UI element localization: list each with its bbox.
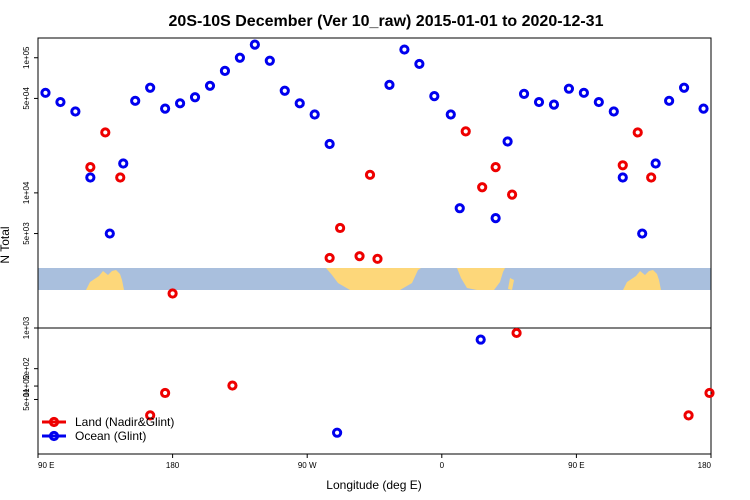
y-lower-tick-label: 1e+02 xyxy=(22,374,31,397)
point-land xyxy=(646,172,657,183)
point-ocean xyxy=(664,95,675,106)
point-land xyxy=(354,251,365,262)
data-points xyxy=(40,39,715,438)
map-land-americas xyxy=(326,268,421,290)
point-land xyxy=(227,380,238,391)
point-ocean xyxy=(637,228,648,239)
point-ocean xyxy=(399,44,410,55)
y-lower-tick-label: 5e+01 xyxy=(22,388,31,411)
point-ocean xyxy=(593,96,604,108)
point-ocean xyxy=(563,83,575,94)
point-ocean xyxy=(279,85,290,96)
point-land xyxy=(632,127,643,138)
legend-marker-land xyxy=(48,416,60,428)
x-tick-label: 0 xyxy=(440,461,445,470)
x-tick-label: 180 xyxy=(166,461,180,470)
x-tick-label: 90 E xyxy=(568,461,584,470)
point-ocean xyxy=(174,98,186,109)
point-land xyxy=(372,253,383,264)
legend-marker-ocean xyxy=(48,430,60,442)
x-tick-label: 90 W xyxy=(298,461,317,470)
point-ocean xyxy=(324,138,335,150)
point-land xyxy=(683,410,694,421)
point-ocean xyxy=(40,87,51,98)
point-ocean xyxy=(454,203,465,214)
y-axis-upper: 5e+02 1e+03 5e+03 1e+04 5e+04 1e+05 xyxy=(22,46,38,380)
x-tick-label: 180 xyxy=(698,461,712,470)
point-land xyxy=(364,169,376,180)
y-upper-tick-label: 1e+05 xyxy=(22,46,31,69)
point-ocean xyxy=(617,172,628,183)
point-ocean xyxy=(578,87,589,98)
point-land xyxy=(85,162,96,173)
x-axis: 90 E 180 90 W 0 90 E 180 xyxy=(37,454,712,470)
point-land xyxy=(704,387,715,399)
point-land xyxy=(460,126,471,137)
point-ocean xyxy=(332,427,343,438)
x-tick-label: 90 E xyxy=(38,461,54,470)
point-ocean xyxy=(384,79,395,90)
y-axis-label: N Total xyxy=(0,226,12,263)
point-land xyxy=(490,162,501,173)
point-ocean xyxy=(309,109,320,120)
point-ocean xyxy=(130,95,141,106)
y-upper-tick-label: 5e+04 xyxy=(22,87,31,110)
legend-label-ocean: Ocean (Glint) xyxy=(75,429,146,443)
point-ocean xyxy=(608,106,619,117)
point-ocean xyxy=(85,172,96,183)
x-axis-label: Longitude (deg E) xyxy=(326,478,421,492)
y-upper-tick-label: 5e+03 xyxy=(22,222,31,245)
point-ocean xyxy=(490,213,501,224)
point-land xyxy=(145,410,156,421)
y-upper-tick-label: 5e+02 xyxy=(22,357,31,380)
point-ocean xyxy=(698,103,709,114)
point-ocean xyxy=(249,39,260,50)
point-ocean xyxy=(70,106,81,117)
point-ocean xyxy=(294,98,305,109)
point-land xyxy=(617,160,628,171)
point-ocean xyxy=(189,92,201,103)
point-ocean xyxy=(104,228,115,239)
point-land xyxy=(511,327,522,339)
y-upper-tick-label: 1e+04 xyxy=(22,181,31,204)
point-ocean xyxy=(264,55,275,66)
point-ocean xyxy=(502,136,513,147)
point-ocean xyxy=(160,103,171,114)
point-land xyxy=(324,252,335,264)
point-ocean xyxy=(548,99,560,110)
point-ocean xyxy=(678,82,690,93)
point-ocean xyxy=(204,80,216,91)
legend: Land (Nadir&Glint) Ocean (Glint) xyxy=(42,415,174,443)
y-upper-tick-label: 1e+03 xyxy=(22,316,31,339)
legend-label-land: Land (Nadir&Glint) xyxy=(75,415,174,429)
point-ocean xyxy=(234,52,245,63)
point-ocean xyxy=(518,88,530,100)
map-land-africa xyxy=(457,268,505,290)
point-ocean xyxy=(414,58,425,70)
point-land xyxy=(335,222,346,234)
point-ocean xyxy=(145,82,156,93)
point-ocean xyxy=(475,334,486,345)
point-ocean xyxy=(533,96,545,108)
map-land-australia-east xyxy=(623,270,661,290)
point-ocean xyxy=(55,96,66,108)
point-land xyxy=(115,172,126,183)
point-land xyxy=(167,288,178,299)
point-ocean xyxy=(445,109,456,120)
map-land-madagascar xyxy=(508,278,514,290)
world-map-strip xyxy=(38,268,711,290)
point-ocean xyxy=(650,158,661,169)
point-ocean xyxy=(118,158,129,169)
chart-title: 20S-10S December (Ver 10_raw) 2015-01-01… xyxy=(169,13,604,30)
point-land xyxy=(477,182,488,193)
map-land-australia-west xyxy=(86,270,124,290)
point-land xyxy=(100,127,111,138)
point-ocean xyxy=(219,65,231,76)
point-land xyxy=(506,189,518,200)
point-ocean xyxy=(429,91,440,102)
point-land xyxy=(160,387,171,399)
